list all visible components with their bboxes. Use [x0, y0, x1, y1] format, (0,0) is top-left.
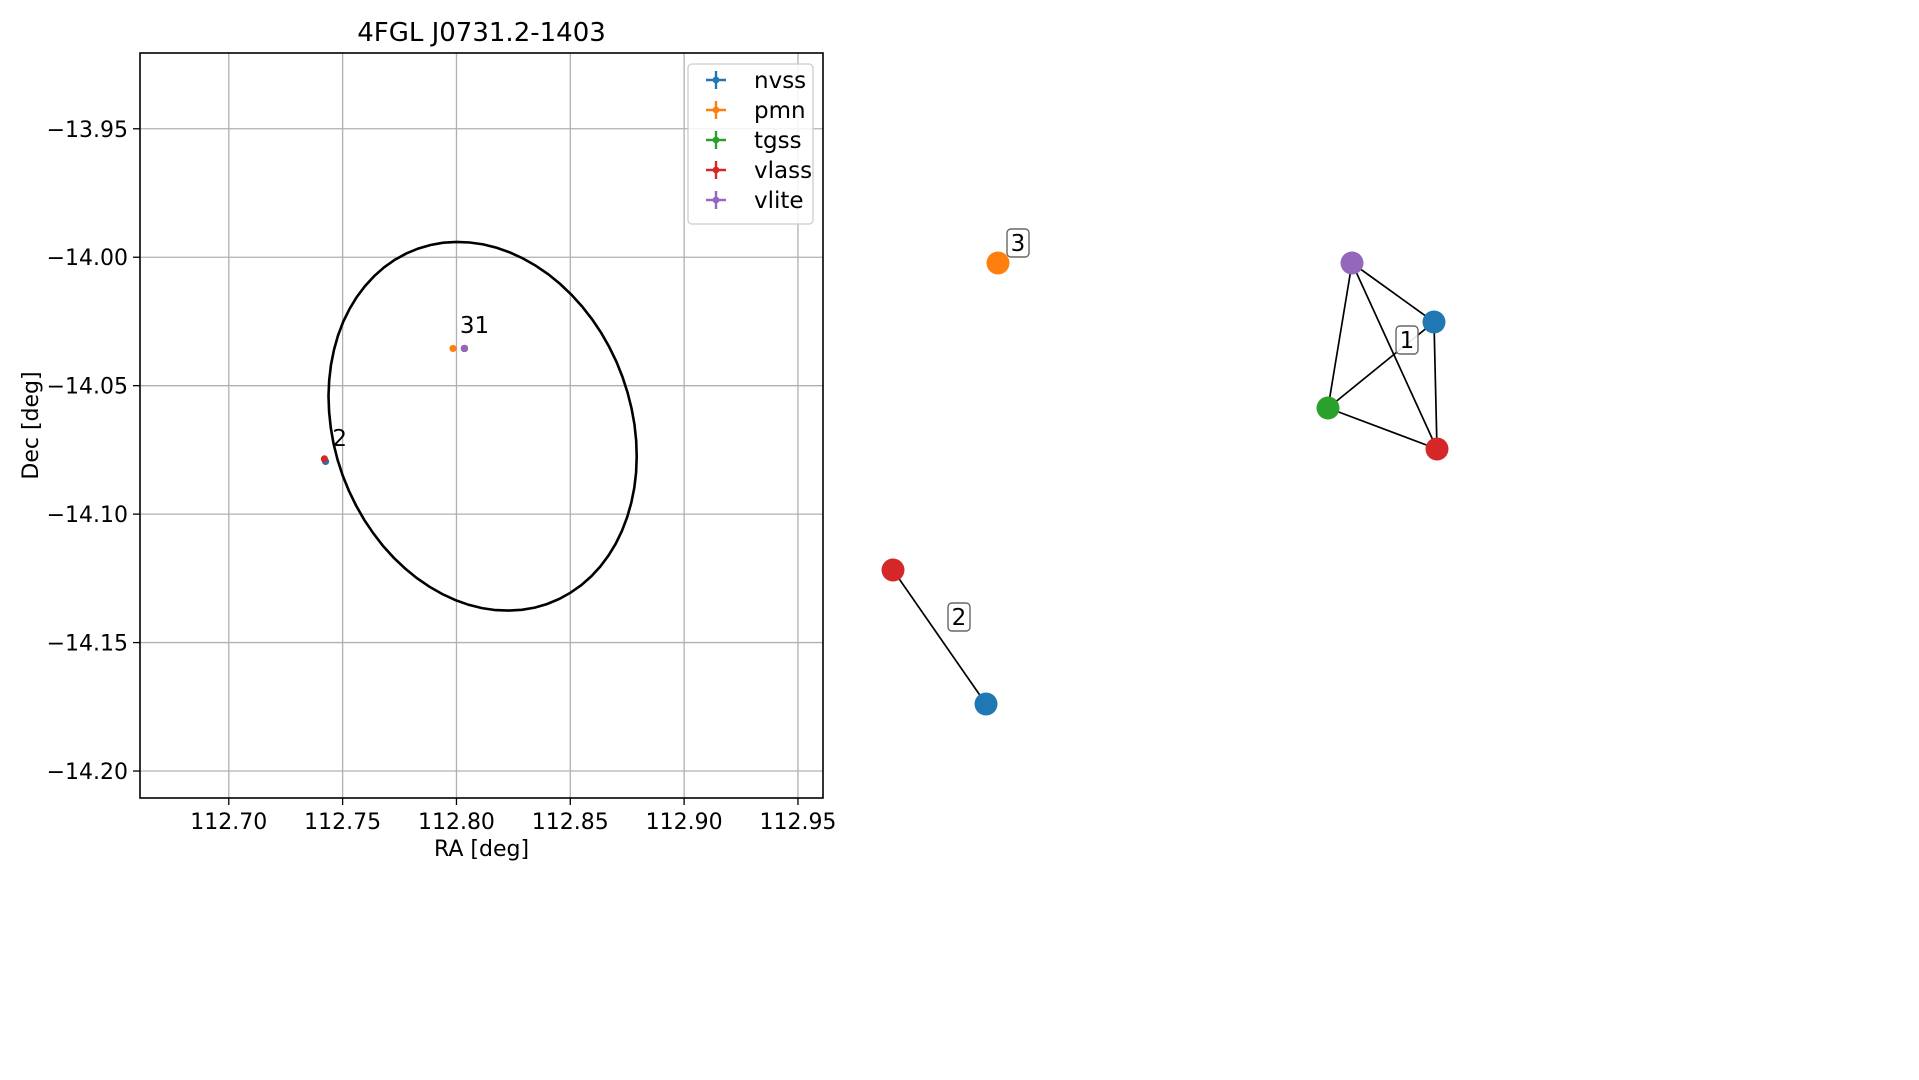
- x-tick-label: 112.70: [190, 810, 267, 835]
- graph-edge: [1327, 407, 1438, 450]
- legend-label: tgss: [754, 128, 802, 154]
- legend-box: [687, 63, 814, 225]
- legend-marker-dot: [712, 166, 720, 174]
- source-label: 31: [460, 313, 489, 339]
- graph-edge: [1327, 262, 1353, 409]
- graph-node-vlite: [1340, 251, 1364, 275]
- graph-group-label-2: 2: [947, 602, 971, 632]
- graph-edges: [892, 262, 1438, 705]
- y-tick-label: −14.15: [47, 632, 128, 657]
- graph-node-vlass: [881, 558, 905, 582]
- graph-node-tgss: [1316, 396, 1340, 420]
- y-tick-label: −13.95: [47, 118, 128, 143]
- x-axis-label: RA [deg]: [434, 837, 529, 862]
- error-ellipse: [327, 240, 639, 612]
- axis-ticks: 112.70 112.75 112.80 112.85 112.90 112.95 −13.…: [47, 118, 837, 835]
- graph-label-box: [1006, 228, 1030, 258]
- legend-entry-pmn: pmn: [706, 98, 806, 124]
- graph-group-label-1: 1: [1395, 325, 1419, 355]
- y-tick-label: −14.05: [47, 375, 128, 400]
- legend-entry-vlass: vlass: [706, 158, 812, 184]
- x-tick-label: 112.90: [646, 810, 723, 835]
- data-point-vlass: [320, 455, 329, 463]
- graph-label-box: [1395, 325, 1419, 355]
- graph-node-vlass: [1425, 437, 1449, 461]
- graph-node-pmn: [986, 251, 1010, 275]
- error-ellipse-layer: [327, 240, 639, 612]
- legend-marker-dot: [712, 76, 720, 84]
- chart-title: 4FGL J0731.2-1403: [357, 18, 606, 48]
- x-tick-label: 112.95: [759, 810, 836, 835]
- association-graph: 1 2 3: [881, 228, 1449, 716]
- source-labels: 31 2: [332, 313, 489, 452]
- plot-frame: [139, 52, 824, 799]
- source-label: 2: [332, 426, 347, 452]
- legend-marker-dot: [712, 136, 720, 144]
- legend-entry-vlite: vlite: [706, 188, 804, 214]
- scatter-panel: 31 2 112.70 112.75 112.80 112.85 112.90 112.95…: [19, 18, 836, 862]
- legend-label: pmn: [754, 98, 806, 124]
- graph-nodes: [881, 251, 1449, 716]
- legend-label: vlite: [754, 188, 804, 214]
- x-tick-label: 112.80: [418, 810, 495, 835]
- graph-node-nvss: [1422, 310, 1446, 334]
- legend-entry-tgss: tgss: [706, 128, 802, 154]
- y-tick-label: −14.00: [47, 246, 128, 271]
- graph-edge: [1433, 321, 1438, 450]
- graph-node-nvss: [974, 692, 998, 716]
- graph-edge: [1351, 262, 1438, 450]
- data-points: [320, 344, 469, 466]
- x-tick-label: 112.75: [304, 810, 381, 835]
- data-point-pmn: [449, 344, 457, 353]
- legend-entry-nvss: nvss: [706, 68, 806, 94]
- graph-edge: [1351, 262, 1435, 323]
- graph-group-label-3: 3: [1006, 228, 1030, 258]
- legend-label: vlass: [754, 158, 812, 184]
- y-tick-label: −14.20: [47, 760, 128, 785]
- graph-edge: [892, 569, 987, 705]
- y-axis-label: Dec [deg]: [19, 371, 44, 479]
- graph-group-labels: 1 2 3: [947, 228, 1419, 632]
- data-point-vlite: [460, 344, 469, 353]
- legend: nvss pmn tgss vlass vlite: [687, 63, 814, 225]
- graph-label-text: 2: [952, 605, 967, 631]
- graph-label-text: 3: [1011, 231, 1026, 257]
- legend-label: nvss: [754, 68, 806, 94]
- legend-marker-dot: [712, 196, 720, 204]
- x-tick-label: 112.85: [532, 810, 609, 835]
- graph-label-text: 1: [1400, 328, 1415, 354]
- graph-label-box: [947, 602, 971, 632]
- legend-marker-dot: [712, 106, 720, 114]
- y-tick-label: −14.10: [47, 503, 128, 528]
